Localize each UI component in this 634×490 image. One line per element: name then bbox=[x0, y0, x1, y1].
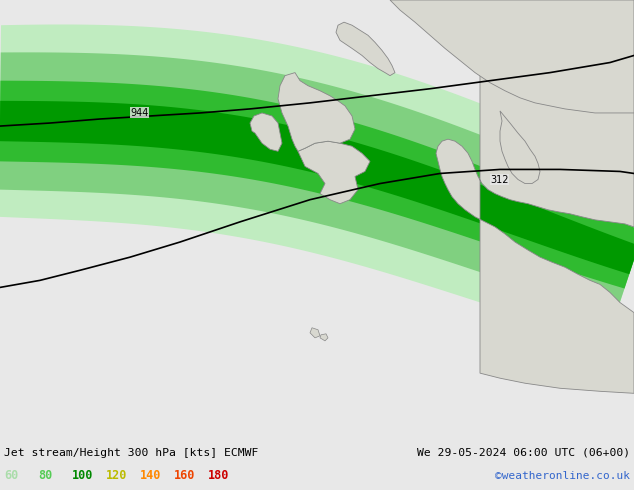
Text: 100: 100 bbox=[72, 469, 93, 483]
Text: 180: 180 bbox=[208, 469, 230, 483]
Polygon shape bbox=[310, 328, 320, 338]
Text: 160: 160 bbox=[174, 469, 195, 483]
Polygon shape bbox=[436, 0, 634, 393]
Polygon shape bbox=[320, 334, 328, 341]
Text: 312: 312 bbox=[490, 174, 508, 185]
Text: We 29-05-2024 06:00 UTC (06+00): We 29-05-2024 06:00 UTC (06+00) bbox=[417, 448, 630, 458]
Text: ©weatheronline.co.uk: ©weatheronline.co.uk bbox=[495, 471, 630, 481]
Polygon shape bbox=[500, 111, 540, 184]
Polygon shape bbox=[0, 24, 634, 341]
Polygon shape bbox=[336, 22, 395, 75]
Text: 120: 120 bbox=[106, 469, 127, 483]
Polygon shape bbox=[250, 113, 282, 151]
Text: 80: 80 bbox=[38, 469, 52, 483]
Polygon shape bbox=[0, 81, 634, 289]
Text: 944: 944 bbox=[130, 108, 148, 118]
Polygon shape bbox=[390, 0, 634, 113]
Text: 60: 60 bbox=[4, 469, 18, 483]
Text: Jet stream/Height 300 hPa [kts] ECMWF: Jet stream/Height 300 hPa [kts] ECMWF bbox=[4, 448, 259, 458]
Polygon shape bbox=[0, 52, 634, 315]
Text: 140: 140 bbox=[140, 469, 162, 483]
Polygon shape bbox=[0, 101, 634, 274]
Polygon shape bbox=[278, 73, 355, 151]
Polygon shape bbox=[298, 141, 370, 204]
